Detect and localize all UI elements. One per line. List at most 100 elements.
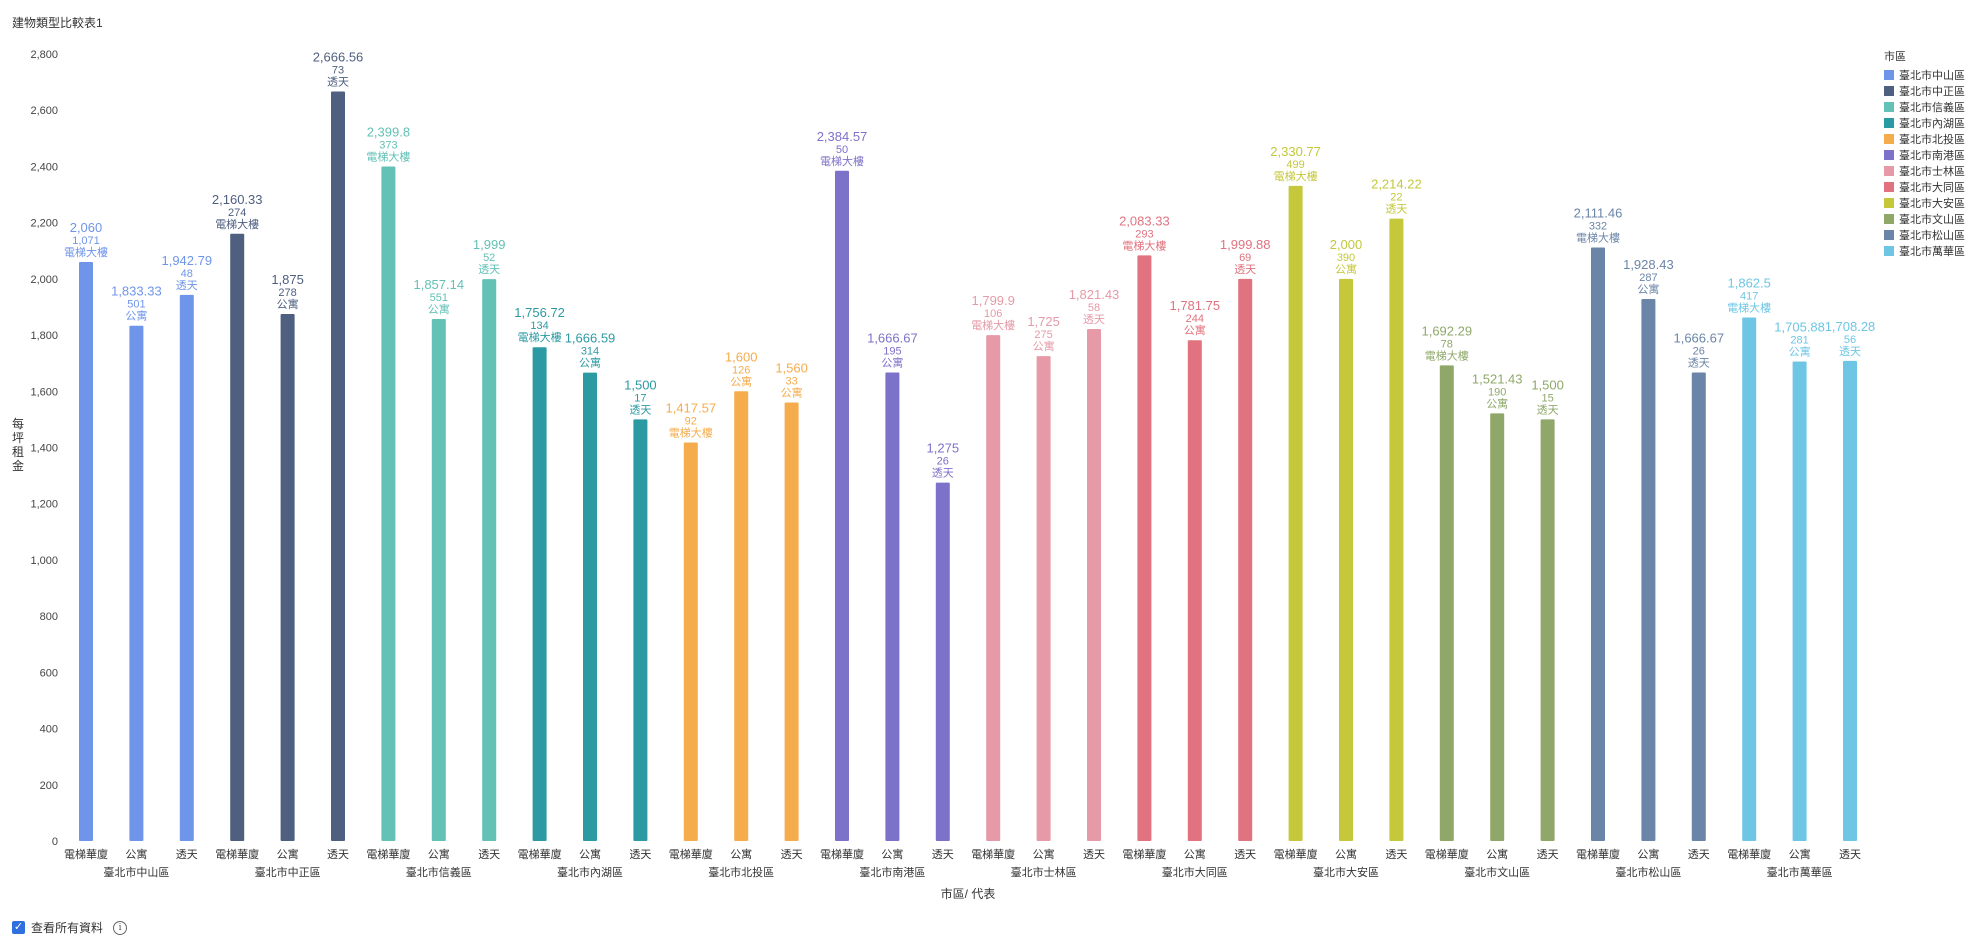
legend: 市區臺北市中山區臺北市中正區臺北市信義區臺北市內湖區臺北市北投區臺北市南港區臺北… [1884,49,1965,258]
bar [1339,278,1353,841]
legend-item: 臺北市中正區 [1899,84,1965,98]
bar-count-label: 26 [937,456,949,468]
bar-type-label: 公寓 [428,302,450,316]
legend-swatch [1884,118,1894,128]
bar-value-label: 1,666.67 [1673,331,1724,346]
chart-title: 建物類型比較表1 [12,16,103,30]
x-tick-label: 電梯華廈 [669,847,713,861]
bar-type-label: 電梯大樓 [215,217,259,231]
bar-count-label: 17 [634,392,646,404]
x-group-label: 臺北市士林區 [1011,865,1077,879]
x-group-label: 臺北市大同區 [1162,865,1228,879]
bar [1490,413,1505,841]
bar-count-label: 69 [1239,252,1251,264]
bar-type-label: 公寓 [125,309,147,323]
checkmark-icon[interactable]: ✓ [12,921,25,934]
bar-type-label: 透天 [932,467,954,480]
bar-type-label: 透天 [1385,203,1407,216]
x-tick-label: 電梯華廈 [64,847,108,861]
bar-count-label: 417 [1740,291,1758,303]
bar-value-label: 1,705.88 [1774,320,1825,335]
bar-type-label: 電梯大樓 [1727,301,1771,315]
x-tick-label: 透天 [478,848,500,861]
bar [1238,278,1253,841]
legend-swatch [1884,198,1894,208]
x-tick-label: 公寓 [881,847,903,861]
bar-value-label: 2,160.33 [212,192,263,207]
bar-type-label: 公寓 [1789,345,1811,359]
bar [129,325,144,841]
bar-type-label: 電梯大樓 [518,330,562,344]
x-group-label: 臺北市大安區 [1313,865,1379,879]
x-group-label: 臺北市北投區 [708,865,774,879]
bar-value-label: 1,600 [725,349,758,364]
bar-type-label: 透天 [629,403,651,416]
bar-count-label: 50 [836,144,848,156]
bar-value-label: 1,500 [624,377,657,392]
bar-type-label: 透天 [327,76,349,89]
bar-value-label: 1,999.88 [1220,237,1271,252]
bar [1389,218,1404,842]
bar-value-label: 1,857.14 [413,277,464,292]
x-tick-label: 電梯華廈 [1425,847,1469,861]
bar [1288,185,1303,841]
show-all-data-label: 查看所有資料 [31,921,104,935]
bar-value-label: 2,000 [1330,237,1363,252]
bar-type-label: 公寓 [730,374,752,388]
bar-type-label: 透天 [176,279,198,292]
bar-value-label: 1,560 [775,361,808,376]
x-tick-label: 電梯華廈 [820,847,864,861]
legend-item: 臺北市士林區 [1899,164,1965,178]
bar-value-label: 1,692.29 [1421,323,1472,338]
x-tick-label: 透天 [781,848,803,861]
legend-swatch [1884,182,1894,192]
bar-type-label: 公寓 [1033,339,1055,353]
bar-value-label: 1,417.57 [665,401,716,416]
bar [179,294,194,841]
show-all-data-control[interactable]: ✓ 查看所有資料 i [12,919,128,936]
x-tick-label: 透天 [327,848,349,861]
bar-count-label: 190 [1488,386,1506,398]
x-tick-label: 透天 [1083,848,1105,861]
bar [835,170,849,841]
x-tick-label: 電梯華廈 [1727,847,1771,861]
legend-swatch [1884,246,1894,256]
legend-item: 臺北市大安區 [1899,196,1965,210]
legend-swatch [1884,166,1894,176]
bar-count-label: 1,071 [72,235,100,247]
bar-value-label: 1,666.67 [867,331,918,346]
bar-count-label: 244 [1186,313,1204,325]
x-tick-label: 公寓 [1184,847,1206,861]
bar-value-label: 1,521.43 [1472,371,1523,386]
y-tick-label: 0 [52,836,58,848]
bar-value-label: 2,330.77 [1270,144,1321,159]
bar-count-label: 293 [1135,228,1153,240]
bar-type-label: 透天 [1839,345,1861,358]
info-icon[interactable]: i [113,920,128,935]
bar-type-label: 電梯大樓 [1274,169,1318,183]
x-tick-label: 公寓 [1486,847,1508,861]
bar [633,419,648,841]
x-axis-label: 市區/ 代表 [941,886,996,901]
bar [1591,247,1605,841]
bar [1843,360,1857,841]
bar-count-label: 92 [685,416,697,428]
legend-item: 臺北市萬華區 [1899,244,1965,258]
bar-count-label: 278 [278,287,296,299]
bar [583,372,597,841]
bar-count-label: 15 [1541,392,1553,404]
y-tick-label: 2,800 [30,49,58,61]
bar [331,91,345,842]
bar-type-label: 透天 [1537,403,1559,416]
y-axis-label: 每坪租金 [12,416,24,473]
bar [683,442,698,841]
x-tick-label: 電梯華廈 [971,847,1015,861]
legend-item: 臺北市內湖區 [1899,116,1965,130]
bar-value-label: 1,833.33 [111,284,162,299]
bar [986,335,1001,841]
bar [1439,365,1454,841]
legend-item: 臺北市大同區 [1899,180,1965,194]
bar [1742,317,1757,841]
bar-count-label: 373 [379,139,397,151]
